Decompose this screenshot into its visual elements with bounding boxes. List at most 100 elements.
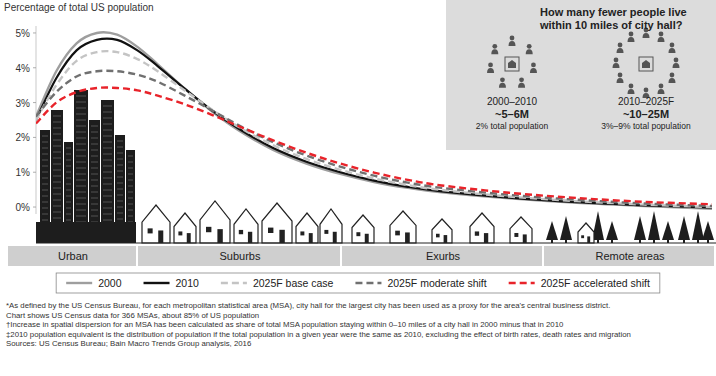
house-window [300,231,304,235]
series-line [36,88,712,205]
tower-window [117,213,123,214]
tower-window [91,186,98,187]
house-door [444,235,448,243]
inset-label: 2010–2025F [586,96,706,108]
tower-window [76,114,86,115]
house [510,217,532,243]
inset-period: 2010–2025F~10–25M3%–9% total population [586,96,706,132]
tower-window [103,142,112,143]
tower-window [76,210,86,211]
tower-window [103,136,112,137]
tower-window [117,195,123,196]
person-body [673,63,680,68]
house-door [523,234,527,243]
house [432,219,452,243]
inset-share: 2% total population [452,120,572,132]
footnote: Chart shows US Census data for 366 MSAs,… [6,311,710,321]
house-window [178,231,182,235]
tower-window [117,219,123,220]
tower-window [91,162,98,163]
tower-window [42,220,48,221]
ground [36,243,716,244]
tower-window [91,204,98,205]
house-door [587,236,590,243]
tower-window [117,159,123,160]
inset-value: ~10–25M [586,108,706,120]
series-line [36,51,712,207]
tower-window [91,180,98,181]
series-line [36,39,712,208]
tower-window [91,192,98,193]
legend-item: 2025F accelerated shift [509,277,650,289]
tower-window [42,160,48,161]
house [578,223,594,243]
region-band [342,246,542,266]
tower-window [128,198,133,199]
person-body [658,37,665,42]
tower-window [128,174,133,175]
tower-window [117,141,123,142]
house-door [405,232,410,243]
tower-window [66,154,71,155]
legend-swatch [509,282,535,284]
y-tick [33,137,36,138]
tower-window [128,216,133,217]
footnote: ‡2010 population equivalent is the distr… [6,330,710,340]
tower-window [91,138,98,139]
tower-window [128,168,133,169]
tower-window [91,210,98,211]
tower-window [66,166,71,167]
legend-label: 2025F moderate shift [387,277,486,289]
y-tick [33,172,36,173]
house-window [475,231,479,235]
tower-window [128,210,133,211]
person-head [644,88,649,93]
house-window [395,231,400,236]
y-tick-label: 4% [16,63,31,74]
tower-window [117,177,123,178]
plot-lines [36,32,712,209]
tower-window [53,152,61,153]
tower-window [76,108,86,109]
person-head [510,36,515,41]
house-window [268,228,273,233]
region-label: Suburbs [220,250,261,262]
tower-window [128,204,133,205]
person-body [668,78,675,83]
tower-window [66,208,71,209]
tower-window [128,192,133,193]
legend-label: 2000 [98,277,122,289]
tower-window [66,178,71,179]
tower-window [53,218,61,219]
house-window [206,227,211,232]
city-hall [639,57,653,71]
tower-window [103,196,112,197]
house-door [279,230,284,243]
tower-window [103,220,112,221]
person-body [643,33,650,38]
tower-window [91,144,98,145]
tower-window [42,214,48,215]
inset-share: 3%–9% total population [586,120,706,132]
tower-window [53,128,61,129]
tower-window [117,147,123,148]
house-window [324,230,328,234]
tower-window [76,132,86,133]
tower-window [53,134,61,135]
tower-window [91,126,98,127]
tower-window [128,162,133,163]
house-window [514,233,518,237]
tower-window [91,156,98,157]
legend-swatch [66,282,92,284]
tower [101,100,114,243]
tower-window [53,146,61,147]
region-band [8,246,136,266]
tower-window [42,142,48,143]
tower-window [42,166,48,167]
inset-box [446,0,716,150]
region-band [138,246,340,266]
y-tick-label: 1% [16,167,31,178]
tower-window [76,144,86,145]
person-head [527,44,532,49]
y-tick-label: 2% [16,132,31,143]
